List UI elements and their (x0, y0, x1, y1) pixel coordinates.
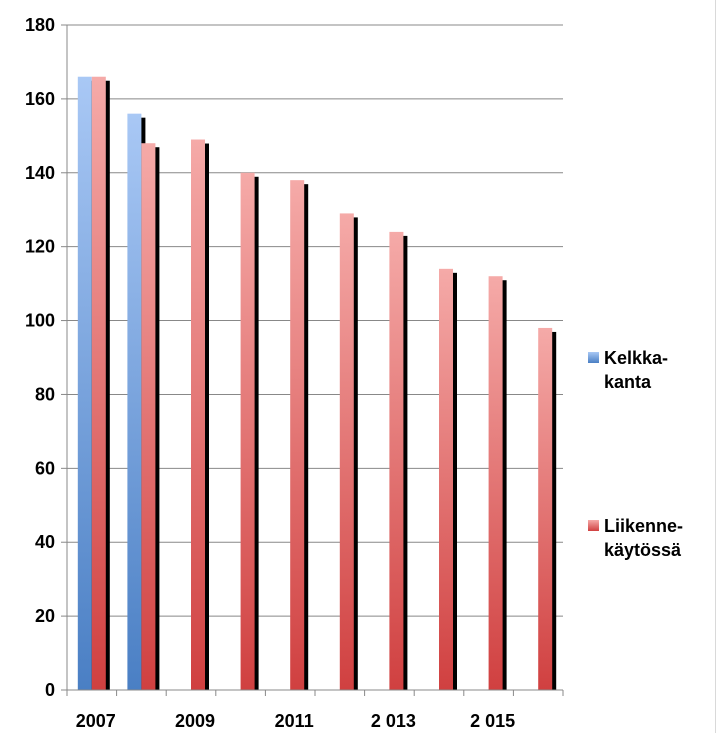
legend-swatch-blue (588, 352, 599, 363)
y-tick-label: 180 (25, 15, 55, 35)
y-tick-labels: 0 20 40 60 80 100 120 140 160 180 (25, 15, 55, 700)
bar-liikenne-kaytossa (290, 180, 305, 690)
legend-label-line: Liikenne- (604, 516, 684, 536)
x-tick-label: 2 013 (371, 711, 416, 731)
y-tick-label: 40 (35, 532, 55, 552)
bar-liikenne-kaytossa (389, 231, 404, 690)
legend-label: Liikenne- käytössä (604, 514, 714, 562)
x-tick-label: 2011 (275, 711, 314, 731)
legend-label-line: käytössä (604, 540, 682, 560)
bar-liikenne-kaytossa (141, 143, 156, 690)
y-tick-label: 80 (35, 384, 55, 404)
legend-swatch-red (588, 520, 599, 531)
x-tick-label: 2007 (76, 711, 116, 731)
y-tick-label: 100 (25, 311, 55, 331)
bar-kelkka-kanta (77, 76, 92, 690)
axes (61, 24, 564, 696)
y-tick-label: 140 (25, 163, 55, 183)
x-tick-label: 2 015 (470, 711, 515, 731)
bar-liikenne-kaytossa (488, 276, 503, 690)
bar-liikenne-kaytossa (240, 172, 255, 690)
legend-label-line: kanta (604, 372, 652, 392)
bar-liikenne-kaytossa (339, 213, 354, 690)
bar-liikenne-kaytossa (191, 139, 205, 690)
legend-label-line: Kelkka- (604, 348, 669, 368)
y-tick-label: 120 (25, 237, 55, 257)
bars (77, 76, 557, 690)
y-tick-label: 20 (35, 606, 55, 626)
bar-liikenne-kaytossa (538, 327, 553, 690)
y-tick-label: 0 (45, 680, 55, 700)
y-tick-label: 160 (25, 89, 55, 109)
frame-edge (715, 0, 716, 733)
legend-label: Kelkka- kanta (604, 346, 714, 394)
x-tick-labels: 2007 2009 2011 2 013 2 015 (76, 711, 515, 731)
x-tick-label: 2009 (175, 711, 215, 731)
y-tick-label: 60 (35, 458, 55, 478)
bar-liikenne-kaytossa (439, 268, 453, 690)
bar-liikenne-kaytossa (91, 76, 106, 690)
bar-kelkka-kanta (127, 113, 142, 690)
